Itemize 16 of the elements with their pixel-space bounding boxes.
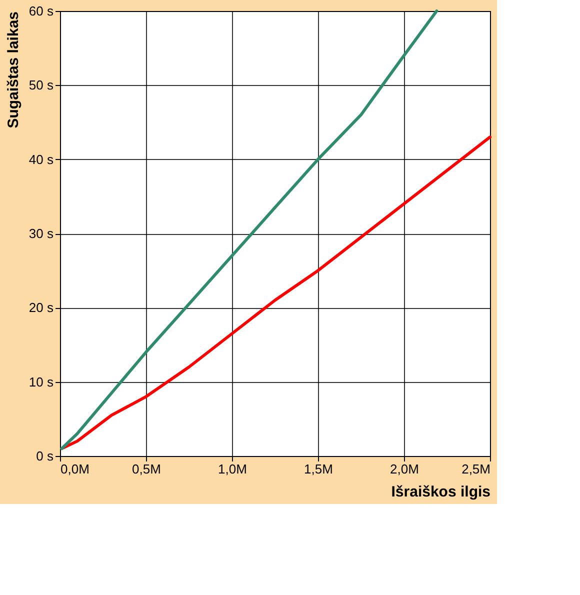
y-tick-label: 50 s xyxy=(28,78,54,93)
x-tick-label: 1,5M xyxy=(304,462,333,476)
x-tick-label: 0,5M xyxy=(132,462,161,476)
y-axis-title: Sugaištas laikas xyxy=(4,12,22,128)
x-axis-title: Išraiškos ilgis xyxy=(391,484,490,500)
x-tick-label: 2,5M xyxy=(462,462,490,476)
y-tick-label: 10 s xyxy=(28,374,54,390)
y-tick-label: 40 s xyxy=(28,152,54,167)
line-series xyxy=(60,10,438,450)
x-tick-label: 1,0M xyxy=(218,462,247,476)
x-tick-label: 0,0M xyxy=(60,462,90,476)
y-tick-label: 20 s xyxy=(28,300,54,316)
y-tick-label: 30 s xyxy=(28,226,54,241)
y-tick-label: 60 s xyxy=(28,4,54,18)
x-tick-label: 2,0M xyxy=(390,462,419,476)
y-tick-label: 0 s xyxy=(36,448,54,464)
